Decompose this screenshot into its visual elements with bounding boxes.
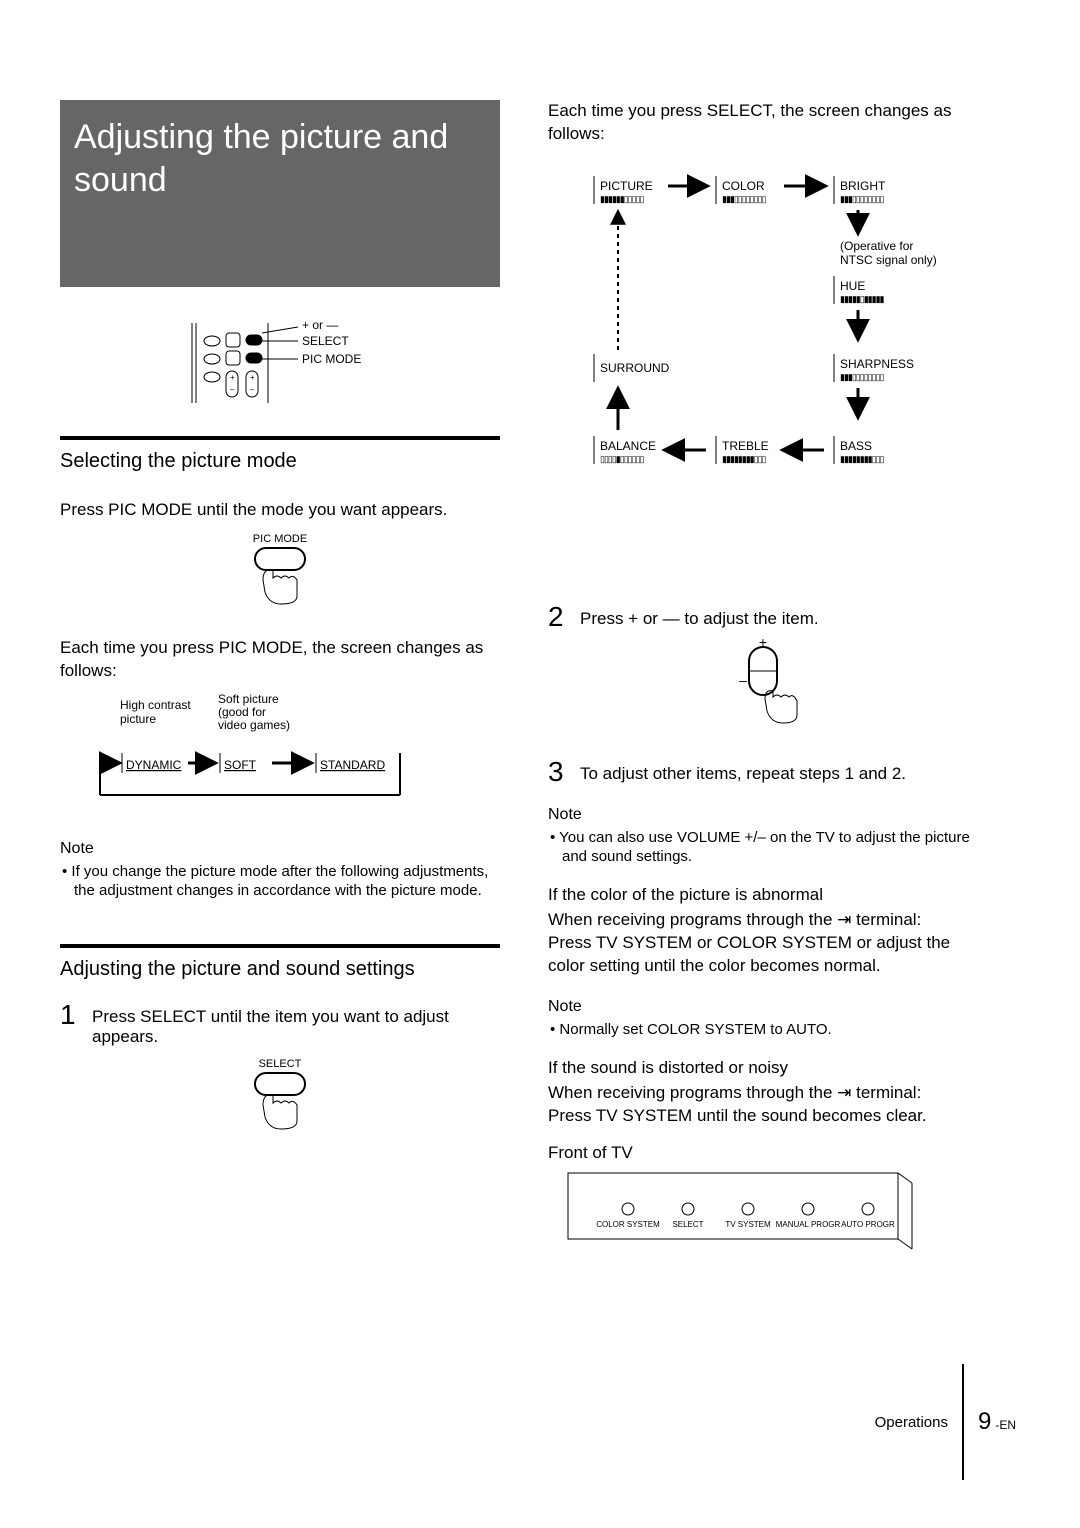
- tvfront-head: Front of TV: [548, 1142, 988, 1165]
- svg-text:▮▮▮▮▮▮▮▮▯▯▯: ▮▮▮▮▮▮▮▮▯▯▯: [840, 454, 885, 464]
- svg-text:NTSC signal only): NTSC signal only): [840, 253, 937, 267]
- svg-text:+: +: [759, 639, 767, 650]
- step-number-3: 3: [548, 758, 568, 786]
- svg-text:SURROUND: SURROUND: [600, 361, 670, 375]
- svg-text:COLOR: COLOR: [722, 179, 765, 193]
- svg-text:AUTO PROGR: AUTO PROGR: [841, 1220, 895, 1229]
- note-head-2: Note: [548, 806, 988, 824]
- plus-minus-press-diagram: + –: [548, 639, 988, 734]
- step3-text: To adjust other items, repeat steps 1 an…: [580, 758, 906, 784]
- footer-suffix: -EN: [995, 1418, 1016, 1432]
- svg-text:SOFT: SOFT: [224, 758, 257, 772]
- svg-text:(Operative for: (Operative for: [840, 239, 913, 253]
- note-head-3: Note: [548, 998, 988, 1016]
- page-footer: Operations 9 -EN: [875, 1364, 1016, 1480]
- right-intro: Each time you press SELECT, the screen c…: [548, 100, 988, 146]
- svg-text:MANUAL PROGR: MANUAL PROGR: [776, 1220, 841, 1229]
- footer-section: Operations: [875, 1414, 948, 1431]
- step1-text: Press SELECT until the item you want to …: [92, 1001, 500, 1047]
- svg-text:picture: picture: [120, 712, 156, 726]
- sec1-body: Press PIC MODE until the mode you want a…: [60, 499, 500, 522]
- svg-text:▮▮▮▯▯▯▯▯▯▯▯: ▮▮▮▯▯▯▯▯▯▯▯: [722, 194, 767, 204]
- sound-body2: Press TV SYSTEM until the sound becomes …: [548, 1105, 988, 1128]
- note-head-1: Note: [60, 840, 500, 858]
- svg-text:+: +: [230, 373, 235, 382]
- svg-text:BASS: BASS: [840, 439, 872, 453]
- svg-text:SHARPNESS: SHARPNESS: [840, 357, 914, 371]
- select-flow-diagram: PICTURE ▮▮▮▮▮▮▯▯▯▯▯ COLOR ▮▮▮▯▯▯▯▯▯▯▯ BR…: [548, 154, 988, 579]
- svg-text:–: –: [230, 385, 235, 394]
- left-column: Adjusting the picture and sound: [60, 100, 500, 1288]
- sec1-intro: Each time you press PIC MODE, the screen…: [60, 637, 500, 683]
- callout-select: SELECT: [302, 334, 349, 348]
- note-text-2: You can also use VOLUME +/– on the TV to…: [562, 828, 988, 866]
- svg-text:▮▮▮▮▮▮▯▯▯▯▯: ▮▮▮▮▮▮▯▯▯▯▯: [600, 194, 645, 204]
- svg-text:–: –: [739, 672, 747, 688]
- picmode-press-diagram: PIC MODE: [60, 530, 500, 613]
- color-body1: When receiving programs through the ⇥ te…: [548, 909, 988, 932]
- svg-text:COLOR SYSTEM: COLOR SYSTEM: [596, 1220, 660, 1229]
- right-column: Each time you press SELECT, the screen c…: [548, 100, 988, 1288]
- svg-text:DYNAMIC: DYNAMIC: [126, 758, 182, 772]
- sound-head: If the sound is distorted or noisy: [548, 1057, 988, 1080]
- svg-text:(good for: (good for: [218, 705, 266, 719]
- svg-text:▮▮▮▯▯▯▯▯▯▯▯: ▮▮▮▯▯▯▯▯▯▯▯: [840, 372, 885, 382]
- svg-text:+: +: [250, 373, 255, 382]
- svg-text:HUE: HUE: [840, 279, 865, 293]
- svg-text:BALANCE: BALANCE: [600, 439, 656, 453]
- svg-text:PIC MODE: PIC MODE: [253, 533, 307, 545]
- svg-text:SELECT: SELECT: [672, 1220, 703, 1229]
- section-title-select-mode: Selecting the picture mode: [60, 450, 500, 473]
- select-press-diagram: SELECT: [60, 1055, 500, 1138]
- footer-page: 9: [978, 1408, 991, 1436]
- svg-text:▯▯▯▯▮▯▯▯▯▯▯: ▯▯▯▯▮▯▯▯▯▯▯: [600, 454, 645, 464]
- page-title-block: Adjusting the picture and sound: [60, 100, 500, 287]
- section-title-adjust: Adjusting the picture and sound settings: [60, 958, 500, 981]
- color-body2: Press TV SYSTEM or COLOR SYSTEM or adjus…: [548, 932, 988, 978]
- svg-text:TREBLE: TREBLE: [722, 439, 769, 453]
- svg-text:TV SYSTEM: TV SYSTEM: [725, 1220, 771, 1229]
- svg-text:▮▮▮▮▮▮▮▮▯▯▯: ▮▮▮▮▮▮▮▮▯▯▯: [722, 454, 767, 464]
- note-text-1: If you change the picture mode after the…: [74, 862, 500, 900]
- page-title: Adjusting the picture and sound: [74, 116, 486, 201]
- svg-text:▮▮▮▯▯▯▯▯▯▯▯: ▮▮▮▯▯▯▯▯▯▯▯: [840, 194, 885, 204]
- color-abnormal-head: If the color of the picture is abnormal: [548, 884, 988, 907]
- svg-text:▮▮▮▮▮▯▮▮▮▮▮: ▮▮▮▮▮▯▮▮▮▮▮: [840, 294, 885, 304]
- svg-text:PICTURE: PICTURE: [600, 179, 653, 193]
- callout-plus-minus: + or —: [302, 318, 338, 332]
- svg-text:BRIGHT: BRIGHT: [840, 179, 886, 193]
- picmode-flow-diagram: High contrast picture Soft picture (good…: [60, 691, 500, 816]
- step2-text: Press + or — to adjust the item.: [580, 603, 819, 629]
- step-number-1: 1: [60, 1001, 80, 1029]
- svg-text:High contrast: High contrast: [120, 698, 191, 712]
- svg-text:video games): video games): [218, 718, 290, 732]
- step-number-2: 2: [548, 603, 568, 631]
- callout-picmode: PIC MODE: [302, 352, 361, 366]
- sound-body1: When receiving programs through the ⇥ te…: [548, 1082, 988, 1105]
- svg-text:STANDARD: STANDARD: [320, 758, 385, 772]
- svg-text:–: –: [250, 385, 255, 394]
- svg-text:Soft picture: Soft picture: [218, 692, 279, 706]
- svg-text:SELECT: SELECT: [259, 1058, 302, 1070]
- note-text-3: Normally set COLOR SYSTEM to AUTO.: [562, 1020, 988, 1039]
- remote-callout-diagram: + – + – + or — SELECT PIC MODE: [60, 317, 500, 412]
- tv-front-diagram: COLOR SYSTEM SELECT TV SYSTEM MANUAL PRO…: [548, 1169, 988, 1264]
